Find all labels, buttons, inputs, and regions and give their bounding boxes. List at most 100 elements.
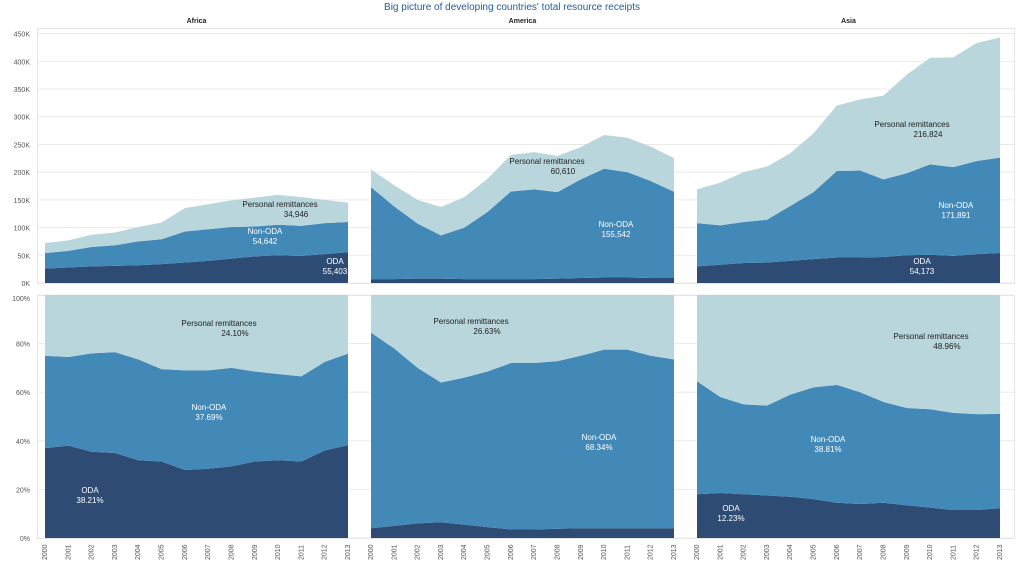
y-tick-label-absolute: 450K (14, 32, 31, 39)
data-label-value: 171,891 (942, 211, 971, 220)
y-tick-label-percent: 0% (20, 536, 30, 543)
x-tick-label: 2001 (65, 544, 72, 560)
plot-frame-absolute (37, 28, 1015, 284)
area-oda-america-percent[interactable] (371, 522, 674, 538)
x-tick-label: 2009 (578, 544, 585, 560)
data-label-value: 34,946 (284, 210, 309, 219)
area-oda-asia-percent[interactable] (697, 493, 1000, 538)
area-oda-africa-absolute[interactable] (45, 252, 348, 283)
x-tick-label: 2010 (927, 544, 934, 560)
data-label-name: Personal remittances (893, 332, 968, 341)
area-oda-asia-absolute[interactable] (697, 252, 1000, 283)
area-non-oda-africa-percent[interactable] (45, 352, 348, 470)
data-label-name: Non-ODA (248, 227, 283, 236)
area-personal-remittances-america-percent[interactable] (371, 295, 674, 383)
x-tick-label: 2000 (42, 544, 49, 560)
area-personal-remittances-america-absolute[interactable] (371, 134, 674, 236)
x-tick-label: 2013 (671, 544, 678, 560)
y-tick-label-absolute: 350K (14, 87, 31, 94)
y-tick-label-percent: 80% (16, 342, 30, 349)
area-personal-remittances-africa-percent[interactable] (45, 295, 348, 377)
x-tick-label: 2009 (252, 544, 259, 560)
data-label-name: ODA (722, 504, 740, 513)
y-tick-label-percent: 100% (12, 296, 30, 303)
y-tick-label-absolute: 250K (14, 142, 31, 149)
data-label-value: 216,824 (914, 130, 943, 139)
data-label-name: Non-ODA (582, 433, 617, 442)
x-tick-label: 2005 (159, 544, 166, 560)
area-personal-remittances-asia-absolute[interactable] (697, 37, 1000, 226)
x-tick-label: 2009 (904, 544, 911, 560)
x-tick-label: 2012 (974, 544, 981, 560)
x-tick-label: 2002 (89, 544, 96, 560)
x-tick-label: 2003 (764, 544, 771, 560)
x-tick-label: 2007 (531, 544, 538, 560)
x-tick-label: 2010 (601, 544, 608, 560)
data-label-value: 55,403 (323, 267, 348, 276)
y-tick-label-absolute: 300K (14, 115, 31, 122)
x-tick-label: 2006 (182, 544, 189, 560)
data-label-name: Personal remittances (433, 317, 508, 326)
data-label-name: Personal remittances (874, 120, 949, 129)
chart-title: Big picture of developing countries' tot… (384, 2, 640, 13)
data-label-value: 26.63% (473, 327, 500, 336)
data-label-name: Non-ODA (192, 403, 227, 412)
x-tick-label: 2000 (368, 544, 375, 560)
y-tick-label-absolute: 50K (18, 253, 31, 260)
area-non-oda-asia-absolute[interactable] (697, 157, 1000, 267)
y-tick-label-absolute: 400K (14, 59, 31, 66)
x-tick-label: 2006 (834, 544, 841, 560)
x-tick-label: 2001 (717, 544, 724, 560)
x-tick-label: 2006 (508, 544, 515, 560)
area-non-oda-asia-percent[interactable] (697, 381, 1000, 511)
y-tick-label-absolute: 0K (21, 281, 30, 288)
x-tick-label: 2001 (391, 544, 398, 560)
area-non-oda-america-absolute[interactable] (371, 168, 674, 280)
data-label-name: Non-ODA (599, 220, 634, 229)
area-non-oda-africa-absolute[interactable] (45, 221, 348, 269)
x-tick-label: 2002 (741, 544, 748, 560)
x-tick-label: 2013 (345, 544, 352, 560)
data-label-name: Non-ODA (939, 201, 974, 210)
x-tick-label: 2004 (787, 544, 794, 560)
data-label-name: ODA (913, 257, 931, 266)
panel-header-africa: Africa (187, 18, 207, 25)
area-personal-remittances-africa-absolute[interactable] (45, 194, 348, 254)
data-label-value: 37.69% (195, 413, 222, 422)
area-oda-america-absolute[interactable] (371, 277, 674, 283)
area-personal-remittances-asia-percent[interactable] (697, 295, 1000, 415)
x-tick-label: 2012 (648, 544, 655, 560)
data-label-value: 38.21% (76, 496, 103, 505)
data-label-value: 68.34% (585, 443, 612, 452)
x-tick-label: 2000 (694, 544, 701, 560)
y-tick-label-absolute: 100K (14, 226, 31, 233)
y-tick-label-absolute: 200K (14, 170, 31, 177)
x-tick-label: 2003 (438, 544, 445, 560)
x-tick-label: 2012 (322, 544, 329, 560)
data-label-value: 54,173 (910, 267, 935, 276)
x-tick-label: 2010 (275, 544, 282, 560)
area-non-oda-america-percent[interactable] (371, 332, 674, 530)
area-oda-africa-percent[interactable] (45, 445, 348, 538)
data-label-value: 48.96% (933, 342, 960, 351)
data-label-value: 38.81% (814, 445, 841, 454)
chart-panels: Africa America Asia 0K 50K 100K 150K 200K 250K 30… (12, 18, 1015, 560)
data-label-name: ODA (81, 486, 99, 495)
x-tick-label: 2005 (485, 544, 492, 560)
x-tick-label: 2013 (997, 544, 1004, 560)
x-tick-label: 2004 (135, 544, 142, 560)
data-label-name: ODA (326, 257, 344, 266)
x-tick-label: 2008 (554, 544, 561, 560)
x-tick-label: 2004 (461, 544, 468, 560)
y-tick-label-absolute: 150K (14, 198, 31, 205)
y-tick-label-percent: 60% (16, 390, 30, 397)
x-tick-label: 2003 (112, 544, 119, 560)
data-label-name: Personal remittances (242, 200, 317, 209)
x-tick-label: 2011 (298, 545, 305, 560)
